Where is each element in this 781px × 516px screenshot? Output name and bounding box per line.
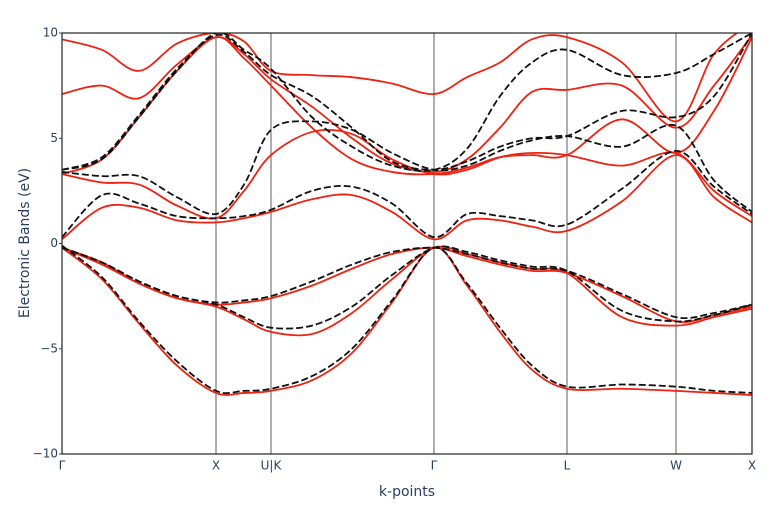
y-tick-label: −10	[33, 447, 58, 461]
x-tick-label: X	[212, 459, 220, 473]
x-tick-label: W	[670, 459, 682, 473]
band-line	[62, 120, 752, 216]
band-line	[62, 246, 752, 320]
y-tick-label: 5	[50, 131, 58, 145]
band-line	[62, 246, 752, 396]
band-line	[62, 245, 752, 330]
x-tick-label: Γ	[59, 459, 66, 473]
band-line	[62, 245, 752, 337]
x-tick-label: L	[564, 459, 571, 473]
x-axis-label: k-points	[379, 484, 435, 500]
band-line	[62, 246, 752, 324]
band-line	[62, 33, 752, 171]
x-tick-label: U|K	[261, 459, 283, 473]
bands	[62, 33, 752, 396]
y-tick-label: 10	[43, 26, 58, 40]
y-axis-label: Electronic Bands (eV)	[17, 168, 33, 318]
band-line	[62, 128, 752, 220]
y-tick-label: 0	[50, 236, 58, 250]
x-tick-label: Γ	[431, 459, 438, 473]
band-line	[62, 154, 752, 241]
band-line	[62, 244, 752, 395]
y-tick-label: −5	[40, 341, 58, 355]
x-tick-label: X	[748, 459, 756, 473]
band-line	[62, 149, 752, 239]
band-line	[62, 34, 752, 173]
plot-frame	[61, 32, 753, 455]
band-line	[62, 36, 752, 176]
